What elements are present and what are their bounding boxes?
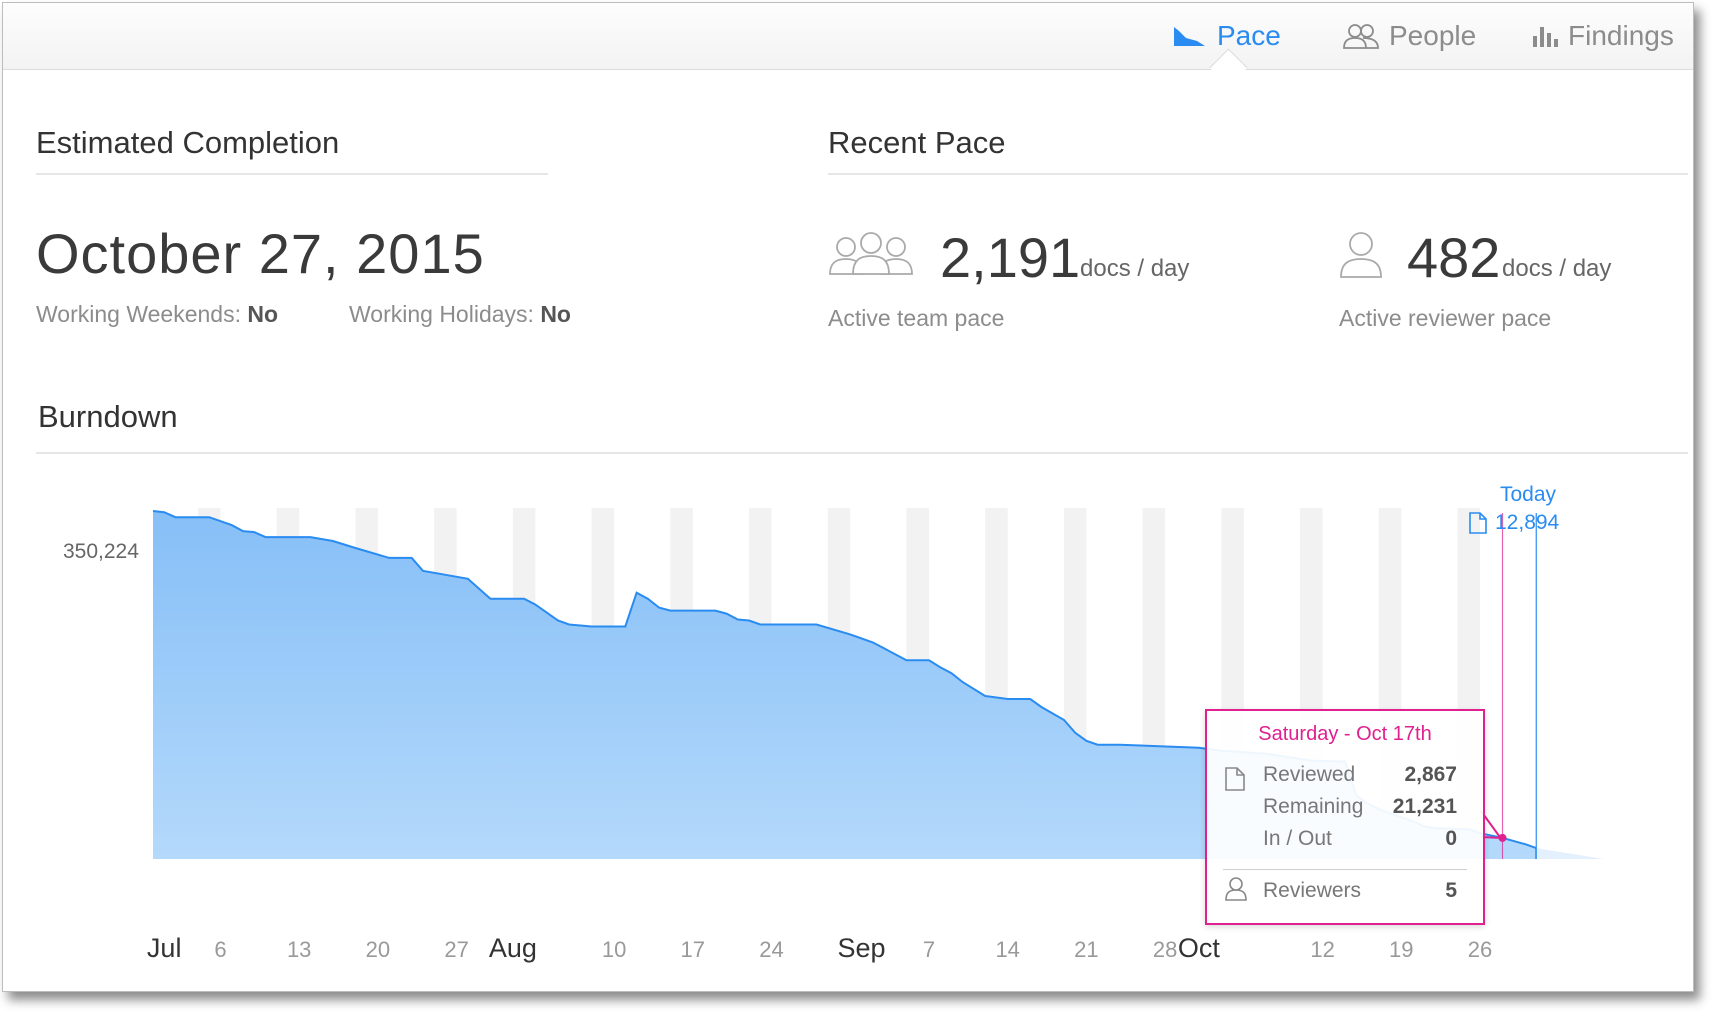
x-tick-label: 6 [214,937,227,962]
working-weekends: Working Weekends: No [36,301,278,328]
burndown-title: Burndown [38,399,178,434]
x-tick-label: 28 [1152,937,1178,962]
burndown-divider [36,452,1688,454]
tooltip-title: Saturday - Oct 17th [1258,723,1432,745]
today-count-value: 12,894 [1495,511,1560,534]
tooltip-row-value: 2,867 [1404,763,1457,786]
document-icon [1469,512,1487,534]
reviewer-pace-block: 482 docs / day Active reviewer pace [1339,225,1689,335]
tooltip-divider [1223,869,1467,870]
bar-chart-icon [1533,27,1558,47]
remaining-area [153,511,1537,859]
tooltip-row-remaining: Remaining 21,231 [1263,795,1457,819]
tooltip-row-label: Reviewers [1263,879,1362,902]
estimated-completion-divider [36,173,548,175]
x-tick-label: 19 [1389,937,1414,962]
tab-pace[interactable]: Pace [1173,3,1281,69]
x-tick-label: 14 [995,937,1020,962]
tab-findings[interactable]: Findings [1532,3,1674,69]
tooltip-row-in-out: In / Out 0 [1263,827,1457,851]
projection-area [1536,848,1604,859]
tooltip-row-value: 21,231 [1392,795,1457,818]
x-tick-label: Oct [1177,933,1220,963]
completion-date: October 27, 2015 [36,222,485,285]
tooltip-row-value: 0 [1445,827,1457,850]
reviewer-pace-caption: Active reviewer pace [1339,305,1552,331]
team-pace-caption: Active team pace [828,305,1005,331]
reviewer-icon [1340,232,1382,278]
tooltip-row-label: Remaining [1263,795,1364,818]
x-tick-label: 26 [1467,937,1493,962]
x-tick-label: 12 [1310,937,1335,962]
tooltip-row-reviewers: Reviewers 5 [1263,879,1457,903]
x-tick-label: 10 [601,937,627,962]
team-icon [829,232,913,275]
reviewer-pace-unit: docs / day [1502,255,1612,282]
x-tick-label: 17 [680,937,706,962]
working-holidays-label: Working Holidays: [349,301,534,327]
tab-people[interactable]: People [1343,3,1476,69]
pace-chart-icon [1174,27,1205,46]
reviewer-icon [1225,877,1247,901]
app-window: Pace People Findings Estimated Completio… [2,2,1694,992]
x-tick-label: 7 [922,937,936,962]
working-holidays-value: No [540,301,571,327]
x-tick-label: 13 [286,937,312,962]
reviewer-pace-value: 482 [1407,226,1501,289]
recent-pace-title: Recent Pace [828,125,1006,160]
chart-tooltip: Saturday - Oct 17th Reviewed 2,867 Remai… [1205,709,1485,925]
team-pace-value: 2,191 [940,226,1081,289]
estimated-completion-title: Estimated Completion [36,125,340,160]
document-icon [1225,767,1245,791]
tooltip-row-value: 5 [1445,879,1457,902]
today-count: 12,894 [1469,511,1559,535]
top-nav: Pace People Findings [3,3,1693,70]
x-tick-label: 24 [759,937,784,962]
x-tick-label: Sep [837,933,886,963]
people-icon [1343,24,1379,49]
working-weekends-label: Working Weekends: [36,301,241,327]
team-pace-block: 2,191 docs / day Active team pace [828,225,1288,335]
x-tick-label: 27 [444,937,469,962]
team-pace-unit: docs / day [1080,255,1190,282]
x-tick-label: 21 [1074,937,1099,962]
recent-pace-divider [828,173,1688,175]
x-tick-label: 20 [365,937,391,962]
tab-findings-label: Findings [1568,20,1674,51]
tooltip-row-reviewed: Reviewed 2,867 [1263,763,1457,787]
tooltip-row-label: Reviewed [1263,763,1356,786]
today-label: Today [1500,483,1557,506]
hover-point [1498,833,1507,842]
working-weekends-value: No [247,301,279,327]
x-tick-label: Aug [488,933,537,963]
tooltip-row-label: In / Out [1263,827,1332,850]
working-holidays: Working Holidays: No [349,301,571,328]
y-axis-max-label: 350,224 [63,540,139,563]
x-tick-label: Jul [146,933,182,963]
tab-pace-label: Pace [1217,20,1281,51]
tab-people-label: People [1389,20,1477,51]
